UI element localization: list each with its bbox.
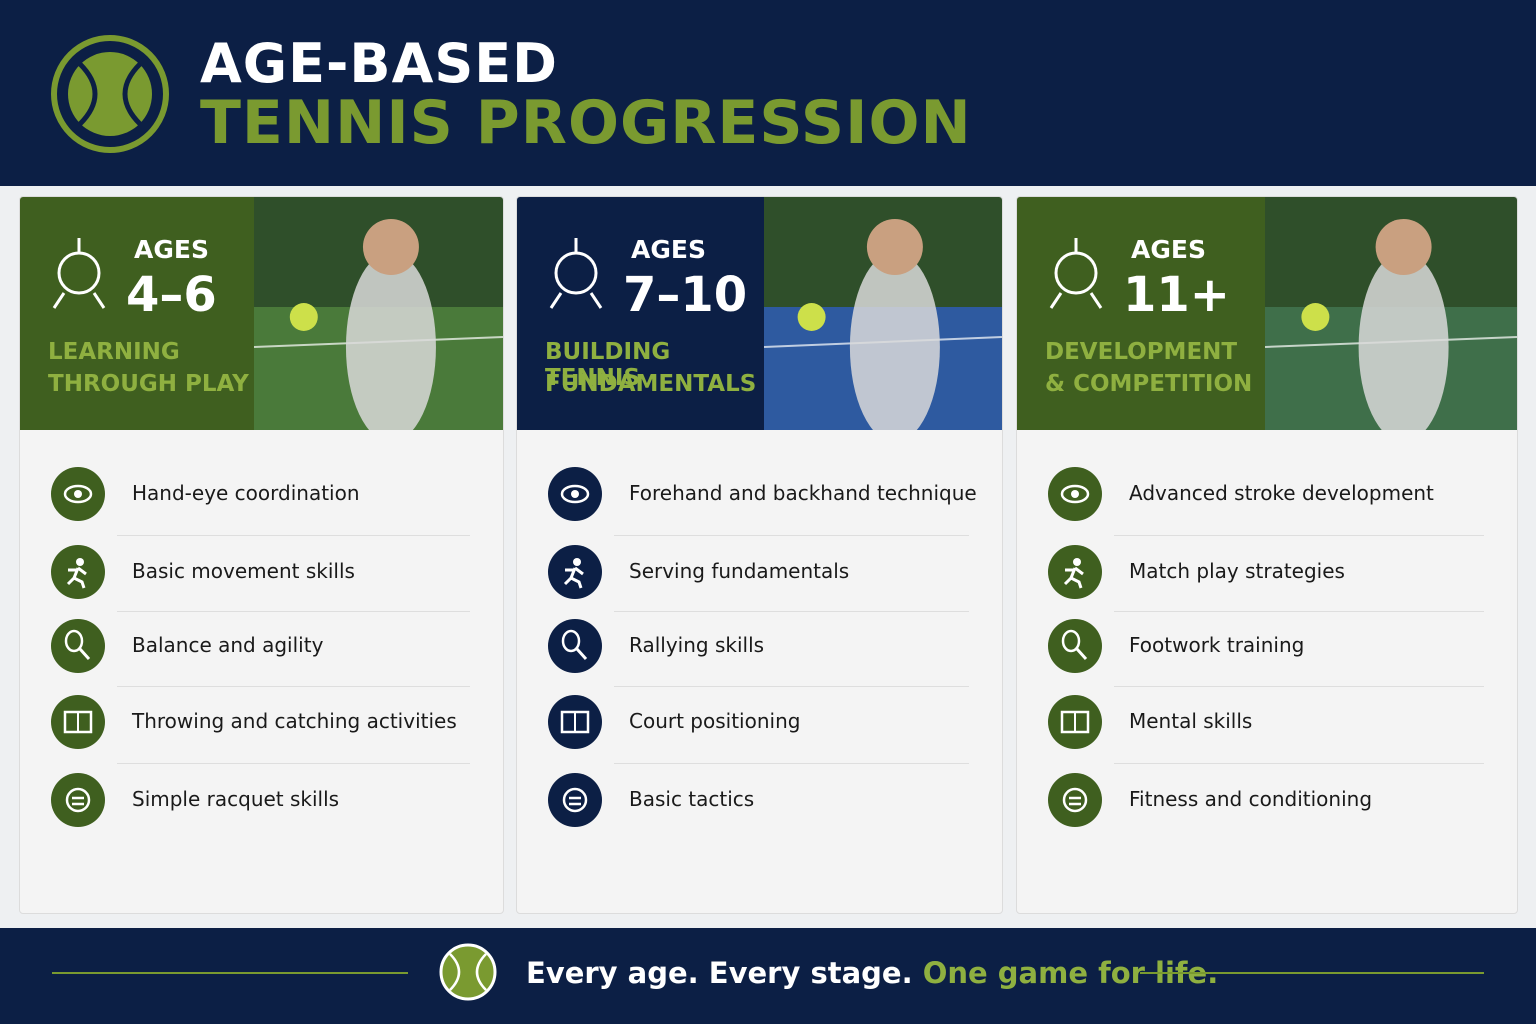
skill-icon: [51, 545, 105, 599]
separator: [117, 763, 470, 764]
skill-icon: [51, 695, 105, 749]
skill-icon: [51, 619, 105, 673]
skill-icon: [548, 619, 602, 673]
skill-icon: [1048, 773, 1102, 827]
skill-text: Serving fundamentals: [629, 559, 850, 583]
divider: [1140, 972, 1484, 974]
separator: [1114, 535, 1484, 536]
ages-value: 7–10: [623, 267, 748, 323]
skill-icon: [548, 695, 602, 749]
skill-text: Rallying skills: [629, 633, 765, 657]
skill-text: Advanced stroke development: [1129, 481, 1434, 505]
separator: [614, 611, 969, 612]
divider: [52, 972, 408, 974]
separator: [614, 763, 969, 764]
title-line: TENNIS PROGRESSION: [200, 88, 972, 158]
stage-subtitle: LEARNING: [48, 339, 180, 365]
stage-card: AGES 11+ DEVELOPMENT & COMPETITION Advanced …: [1016, 196, 1518, 914]
stage-icon: [549, 238, 603, 309]
separator: [614, 686, 969, 687]
ages-label: AGES: [631, 235, 706, 264]
stage-icon: [52, 238, 106, 309]
skill-icon: [548, 773, 602, 827]
skill-icon: [1048, 695, 1102, 749]
skill-text: Basic movement skills: [132, 559, 355, 583]
skill-text: Throwing and catching activities: [132, 709, 457, 733]
stage-subtitle: FUNDAMENTALS: [545, 371, 757, 397]
ages-value: 4–6: [126, 267, 217, 323]
skill-icon: [548, 545, 602, 599]
separator: [117, 611, 470, 612]
skill-text: Basic tactics: [629, 787, 755, 811]
stage-subtitle: BUILDING TENNIS: [545, 339, 671, 391]
skill-text: Forehand and backhand technique: [629, 481, 977, 505]
separator: [614, 535, 969, 536]
skill-text: Match play strategies: [1129, 559, 1345, 583]
skill-icon: [1048, 545, 1102, 599]
skill-text: Mental skills: [1129, 709, 1253, 733]
separator: [1114, 611, 1484, 612]
ages-label: AGES: [1131, 235, 1206, 264]
separator: [1114, 763, 1484, 764]
header: AGE-BASED TENNIS PROGRESSION: [0, 0, 1536, 186]
separator: [117, 535, 470, 536]
stage-panel: AGES 7–10 BUILDING TENNIS FUNDAMENTALS: [517, 197, 764, 430]
stage-photo: [1265, 197, 1517, 430]
tagline: Every age. Every stage. One game for lif…: [526, 956, 1218, 990]
tagline-text: Every age. Every stage.: [526, 956, 913, 990]
skill-text: Footwork training: [1129, 633, 1305, 657]
skill-icon: [1048, 619, 1102, 673]
separator: [1114, 686, 1484, 687]
ball-icon: [439, 943, 497, 1001]
title-line: AGE-BASED: [200, 32, 558, 95]
skill-text: Balance and agility: [132, 633, 324, 657]
stage-panel: AGES 4–6 LEARNING THROUGH PLAY: [20, 197, 254, 430]
stage-icon: [1049, 238, 1103, 309]
ages-value: 11+: [1123, 267, 1231, 323]
skill-text: Hand-eye coordination: [132, 481, 360, 505]
stage-photo: [764, 197, 1002, 430]
skill-text: Court positioning: [629, 709, 801, 733]
stage-card: AGES 4–6 LEARNING THROUGH PLAY Hand-eye coor…: [19, 196, 504, 914]
skill-text: Fitness and conditioning: [1129, 787, 1373, 811]
skill-icon: [51, 773, 105, 827]
skill-icon: [51, 467, 105, 521]
stage-card: AGES 7–10 BUILDING TENNIS FUNDAMENTALS Foreh…: [516, 196, 1003, 914]
separator: [117, 686, 470, 687]
ages-label: AGES: [134, 235, 209, 264]
stage-panel: AGES 11+ DEVELOPMENT & COMPETITION: [1017, 197, 1265, 430]
skill-icon: [1048, 467, 1102, 521]
skill-icon: [548, 467, 602, 521]
skill-text: Simple racquet skills: [132, 787, 340, 811]
logo: [51, 35, 169, 153]
stage-subtitle: & COMPETITION: [1045, 371, 1253, 397]
stage-photo: [254, 197, 503, 430]
stage-subtitle: THROUGH PLAY: [48, 371, 249, 397]
stage-subtitle: DEVELOPMENT: [1045, 339, 1238, 365]
footer: Every age. Every stage. One game for lif…: [0, 928, 1536, 1024]
